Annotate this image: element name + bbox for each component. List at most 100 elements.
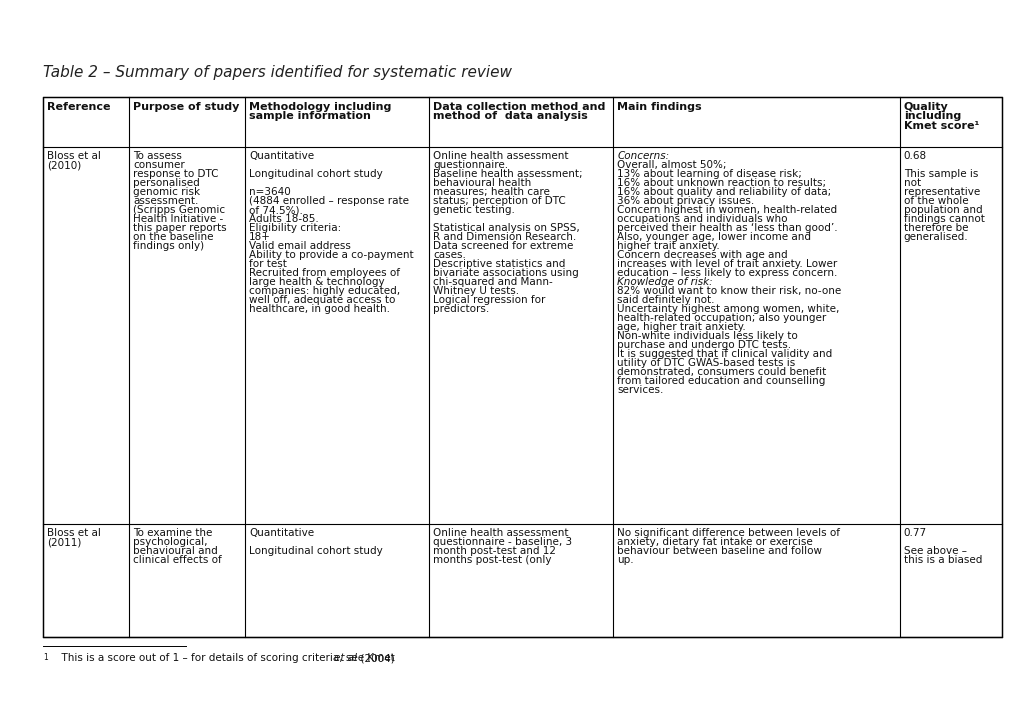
Text: perceived their health as ‘less than good’.: perceived their health as ‘less than goo…: [616, 223, 838, 233]
Text: clinical effects of: clinical effects of: [133, 555, 222, 565]
Text: (4884 enrolled – response rate: (4884 enrolled – response rate: [249, 196, 409, 206]
Text: services.: services.: [616, 385, 663, 395]
Text: of the whole: of the whole: [903, 196, 967, 206]
Text: findings only): findings only): [133, 241, 204, 251]
Text: Descriptive statistics and: Descriptive statistics and: [433, 259, 565, 269]
Text: Logical regression for: Logical regression for: [433, 295, 545, 305]
Text: 18+: 18+: [249, 232, 270, 242]
Text: sample information: sample information: [249, 111, 370, 121]
Text: education – less likely to express concern.: education – less likely to express conce…: [616, 268, 837, 278]
Text: status; perception of DTC: status; perception of DTC: [433, 196, 566, 206]
Text: Also, younger age, lower income and: Also, younger age, lower income and: [616, 232, 811, 242]
Text: utility of DTC GWAS-based tests is: utility of DTC GWAS-based tests is: [616, 358, 795, 368]
Text: occupations and individuals who: occupations and individuals who: [616, 214, 788, 224]
Text: response to DTC: response to DTC: [133, 169, 218, 179]
Text: Baseline health assessment;: Baseline health assessment;: [433, 169, 582, 179]
Text: This sample is: This sample is: [903, 169, 977, 179]
Text: Non-white individuals less likely to: Non-white individuals less likely to: [616, 331, 798, 341]
Text: age, higher trait anxiety.: age, higher trait anxiety.: [616, 322, 746, 332]
Text: measures; health care: measures; health care: [433, 187, 549, 197]
Text: representative: representative: [903, 187, 979, 197]
Text: therefore be: therefore be: [903, 223, 967, 233]
Text: behaviour between baseline and follow: behaviour between baseline and follow: [616, 546, 821, 556]
Bar: [43, 97, 1001, 637]
Text: health-related occupation; also younger: health-related occupation; also younger: [616, 313, 826, 323]
Text: Ability to provide a co-payment: Ability to provide a co-payment: [249, 250, 413, 260]
Text: 36% about privacy issues.: 36% about privacy issues.: [616, 196, 754, 206]
Text: bivariate associations using: bivariate associations using: [433, 268, 579, 278]
Text: predictors.: predictors.: [433, 304, 489, 314]
Text: questionnaire.: questionnaire.: [433, 160, 507, 170]
Text: Main findings: Main findings: [616, 102, 701, 112]
Text: Bloss et al: Bloss et al: [47, 528, 101, 538]
Text: Longitudinal cohort study: Longitudinal cohort study: [249, 169, 382, 179]
Text: Valid email address: Valid email address: [249, 241, 351, 251]
Text: 16% about quality and reliability of data;: 16% about quality and reliability of dat…: [616, 187, 830, 197]
Text: generalised.: generalised.: [903, 232, 967, 242]
Text: Table 2 – Summary of papers identified for systematic review: Table 2 – Summary of papers identified f…: [43, 65, 512, 80]
Text: Kmet score¹: Kmet score¹: [903, 121, 978, 131]
Text: To examine the: To examine the: [133, 528, 212, 538]
Text: demonstrated, consumers could benefit: demonstrated, consumers could benefit: [616, 367, 826, 377]
Text: Recruited from employees of: Recruited from employees of: [249, 268, 399, 278]
Text: large health & technology: large health & technology: [249, 277, 384, 287]
Text: Concern highest in women, health-related: Concern highest in women, health-related: [616, 205, 837, 215]
Text: consumer: consumer: [133, 160, 184, 170]
Text: Reference: Reference: [47, 102, 110, 112]
Text: month post-test and 12: month post-test and 12: [433, 546, 555, 556]
Text: (Scripps Genomic: (Scripps Genomic: [133, 205, 225, 215]
Text: well off, adequate access to: well off, adequate access to: [249, 295, 395, 305]
Text: behavioural and: behavioural and: [133, 546, 218, 556]
Text: n=3640: n=3640: [249, 187, 290, 197]
Text: for test: for test: [249, 259, 286, 269]
Text: See above –: See above –: [903, 546, 966, 556]
Text: higher trait anxiety.: higher trait anxiety.: [616, 241, 719, 251]
Text: 0.77: 0.77: [903, 528, 926, 538]
Text: Purpose of study: Purpose of study: [133, 102, 239, 112]
Text: Health Initiative -: Health Initiative -: [133, 214, 223, 224]
Text: 0.68: 0.68: [903, 151, 926, 161]
Text: psychological,: psychological,: [133, 537, 208, 547]
Text: up.: up.: [616, 555, 634, 565]
Text: Quality: Quality: [903, 102, 948, 112]
Text: method of  data analysis: method of data analysis: [433, 111, 587, 121]
Text: assessment.: assessment.: [133, 196, 199, 206]
Text: Data collection method and: Data collection method and: [433, 102, 605, 112]
Text: 16% about unknown reaction to results;: 16% about unknown reaction to results;: [616, 178, 825, 188]
Text: Quantitative: Quantitative: [249, 528, 314, 538]
Text: Longitudinal cohort study: Longitudinal cohort study: [249, 546, 382, 556]
Text: 13% about learning of disease risk;: 13% about learning of disease risk;: [616, 169, 802, 179]
Text: on the baseline: on the baseline: [133, 232, 214, 242]
Text: population and: population and: [903, 205, 981, 215]
Text: chi-squared and Mann-: chi-squared and Mann-: [433, 277, 552, 287]
Text: personalised: personalised: [133, 178, 200, 188]
Text: Concerns:: Concerns:: [616, 151, 668, 161]
Text: not: not: [903, 178, 920, 188]
Text: companies: highly educated,: companies: highly educated,: [249, 286, 399, 296]
Text: 1: 1: [43, 653, 48, 662]
Text: Online health assessment: Online health assessment: [433, 151, 569, 161]
Text: Bloss et al: Bloss et al: [47, 151, 101, 161]
Text: Adults 18-85.: Adults 18-85.: [249, 214, 318, 224]
Text: findings cannot: findings cannot: [903, 214, 983, 224]
Text: purchase and undergo DTC tests.: purchase and undergo DTC tests.: [616, 340, 791, 350]
Text: Quantitative: Quantitative: [249, 151, 314, 161]
Text: Overall, almost 50%;: Overall, almost 50%;: [616, 160, 727, 170]
Text: It is suggested that if clinical validity and: It is suggested that if clinical validit…: [616, 349, 832, 359]
Text: genetic testing.: genetic testing.: [433, 205, 515, 215]
Text: (2004): (2004): [354, 653, 394, 663]
Text: this paper reports: this paper reports: [133, 223, 226, 233]
Text: of 74.5%).: of 74.5%).: [249, 205, 303, 215]
Text: 82% would want to know their risk, no-one: 82% would want to know their risk, no-on…: [616, 286, 841, 296]
Text: To assess: To assess: [133, 151, 181, 161]
Text: including: including: [903, 111, 960, 121]
Text: Whitney U tests.: Whitney U tests.: [433, 286, 519, 296]
Text: Uncertainty highest among women, white,: Uncertainty highest among women, white,: [616, 304, 839, 314]
Text: genomic risk: genomic risk: [133, 187, 200, 197]
Text: Knowledge of risk:: Knowledge of risk:: [616, 277, 712, 287]
Text: Data screened for extreme: Data screened for extreme: [433, 241, 573, 251]
Text: Statistical analysis on SPSS,: Statistical analysis on SPSS,: [433, 223, 580, 233]
Text: Eligibility criteria:: Eligibility criteria:: [249, 223, 340, 233]
Text: said definitely not.: said definitely not.: [616, 295, 714, 305]
Text: Online health assessment: Online health assessment: [433, 528, 569, 538]
